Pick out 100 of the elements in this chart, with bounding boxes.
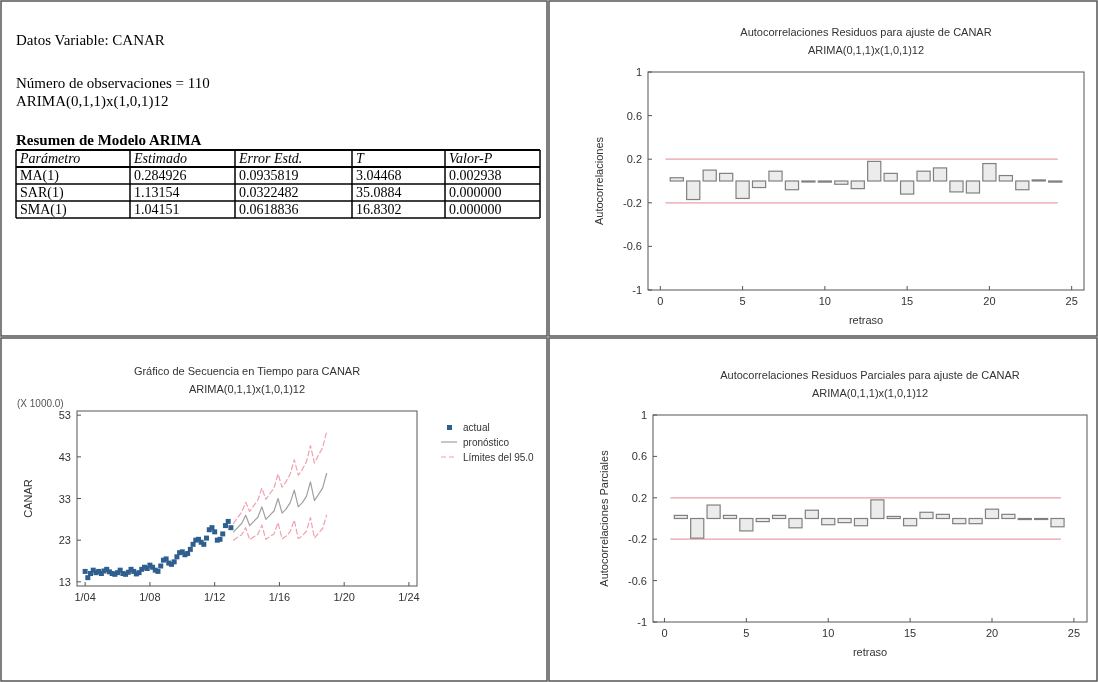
bar bbox=[706, 504, 721, 520]
x-tick-label: 0 bbox=[661, 627, 668, 639]
bar bbox=[932, 167, 948, 182]
bar bbox=[669, 177, 684, 182]
line-series bbox=[232, 514, 328, 541]
bar bbox=[883, 172, 898, 182]
text: 0.284926 bbox=[134, 168, 187, 183]
y-tick-label: -0.2 bbox=[623, 196, 642, 209]
text: 1.04151 bbox=[134, 202, 180, 217]
chart-subtitle: ARIMA(0,1,1)x(1,0,1)12 bbox=[811, 387, 929, 399]
x-axis-title: retraso bbox=[848, 314, 884, 326]
category-label: Estimado bbox=[133, 151, 187, 166]
bar bbox=[867, 160, 882, 182]
bar bbox=[718, 172, 734, 182]
bar bbox=[935, 513, 951, 520]
x-tick-label: 15 bbox=[901, 295, 914, 307]
bar bbox=[739, 517, 754, 532]
bar bbox=[821, 517, 836, 526]
bar bbox=[751, 180, 767, 189]
y-axis-title: CANAR bbox=[22, 479, 34, 518]
text: 0.0935819 bbox=[239, 168, 299, 183]
y-tick-label: 0.2 bbox=[631, 491, 647, 504]
bar bbox=[998, 174, 1014, 182]
point bbox=[85, 575, 91, 581]
text: 0.002938 bbox=[449, 168, 502, 183]
point bbox=[82, 568, 88, 574]
y-tick-label: 53 bbox=[58, 409, 71, 422]
bar bbox=[690, 517, 705, 539]
bar bbox=[771, 514, 787, 520]
y-tick-label: -1 bbox=[632, 284, 642, 296]
y-tick-label: -0.6 bbox=[628, 574, 647, 587]
point bbox=[187, 546, 193, 552]
bar bbox=[982, 162, 997, 182]
bar bbox=[686, 180, 701, 201]
bar bbox=[1050, 517, 1065, 528]
legend-label: pronóstico bbox=[463, 437, 510, 448]
bar bbox=[702, 169, 717, 182]
bar bbox=[673, 514, 688, 520]
bar bbox=[784, 180, 800, 191]
x-axis-title: retraso bbox=[852, 646, 888, 658]
point bbox=[228, 525, 234, 531]
x-tick-label: 1/08 bbox=[139, 591, 161, 603]
x-tick-label: 0 bbox=[657, 295, 664, 307]
x-tick-label: 15 bbox=[904, 627, 917, 639]
point bbox=[225, 518, 231, 524]
x-tick-label: 10 bbox=[818, 295, 831, 307]
legend-label: actual bbox=[463, 422, 490, 433]
point bbox=[174, 554, 180, 560]
bar bbox=[949, 180, 964, 193]
y-tick-label: -0.6 bbox=[623, 240, 642, 253]
bar bbox=[984, 508, 1000, 520]
x-tick-label: 1/04 bbox=[74, 591, 96, 603]
text: 0.000000 bbox=[449, 185, 502, 200]
bar bbox=[853, 517, 869, 527]
bar bbox=[722, 514, 738, 520]
bar bbox=[919, 511, 934, 520]
text: Parámetro bbox=[19, 151, 81, 166]
bar bbox=[850, 180, 865, 190]
x-tick-label: 1/24 bbox=[398, 591, 420, 603]
bar bbox=[837, 517, 852, 524]
text: 0.0322482 bbox=[239, 185, 299, 200]
y-tick-label: 1 bbox=[635, 66, 642, 78]
x-tick-label: 20 bbox=[983, 295, 996, 307]
bar bbox=[755, 517, 770, 523]
y-tick-label: 0.6 bbox=[626, 109, 642, 122]
chart-subtitle: ARIMA(0,1,1)x(1,0,1)12 bbox=[188, 383, 306, 395]
x-tick-label: 5 bbox=[739, 295, 746, 307]
text: 16.8302 bbox=[356, 202, 402, 217]
text: Datos Variable: CANAR bbox=[16, 32, 165, 48]
bar bbox=[735, 180, 750, 200]
text: 35.0884 bbox=[356, 185, 402, 200]
y-axis-title: Autocorrelaciones bbox=[593, 136, 605, 226]
y-axis-title: Autocorrelaciones Parciales bbox=[598, 449, 610, 587]
x-tick-label: 20 bbox=[985, 627, 999, 639]
y-tick-label: 23 bbox=[58, 534, 71, 547]
y-tick-label: 13 bbox=[58, 575, 71, 588]
text: Número de observaciones = 110 bbox=[16, 75, 210, 91]
category-label: Valor-P bbox=[449, 151, 493, 166]
x-tick-label: 1/20 bbox=[333, 591, 355, 603]
bar bbox=[899, 180, 915, 195]
bar bbox=[768, 170, 783, 182]
bar bbox=[804, 509, 820, 520]
point bbox=[220, 531, 226, 537]
category-label: T bbox=[356, 151, 365, 166]
y-tick-label: 0.2 bbox=[626, 153, 642, 166]
bar bbox=[965, 180, 981, 194]
bar bbox=[1001, 513, 1016, 520]
bar bbox=[886, 515, 901, 520]
bar bbox=[902, 517, 918, 527]
y-tick-label: 33 bbox=[58, 492, 71, 505]
text: 0.0618836 bbox=[239, 202, 299, 217]
text: 3.04468 bbox=[356, 168, 402, 183]
x-tick-label: 25 bbox=[1065, 295, 1078, 307]
x-tick-label: 1/16 bbox=[268, 591, 291, 603]
bar bbox=[952, 517, 967, 525]
text: (X 1000.0) bbox=[17, 398, 64, 409]
point bbox=[204, 535, 210, 541]
legend-label: Límites del 95.0 bbox=[463, 452, 535, 463]
x-tick-label: 5 bbox=[743, 627, 750, 639]
text: Resumen de Modelo ARIMA bbox=[16, 132, 202, 148]
